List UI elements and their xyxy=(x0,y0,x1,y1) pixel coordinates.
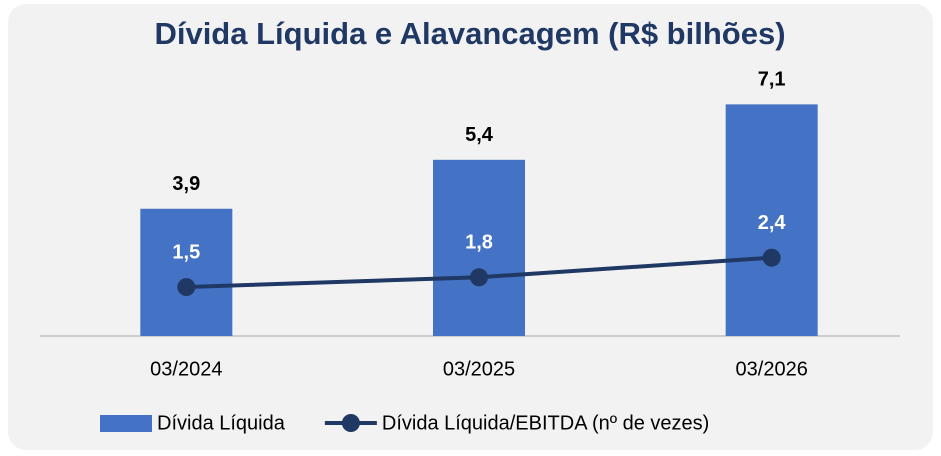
line-point xyxy=(470,268,488,287)
line-value-label: 2,4 xyxy=(758,212,787,234)
legend-swatch-point xyxy=(341,414,360,432)
bar xyxy=(140,208,233,336)
x-tick-label: 03/2024 xyxy=(150,358,222,380)
bar-value-label: 5,4 xyxy=(465,124,494,146)
legend-label: Dívida Líquida/EBITDA (nº de vezes) xyxy=(382,412,709,434)
line-value-label: 1,8 xyxy=(465,232,493,254)
line-value-label: 1,5 xyxy=(172,241,200,263)
line-point xyxy=(762,248,781,267)
bar-value-label: 3,9 xyxy=(172,173,200,195)
bar-value-label: 7,1 xyxy=(758,69,786,91)
x-tick-label: 03/2026 xyxy=(736,358,808,380)
x-tick-label: 03/2025 xyxy=(443,358,515,380)
chart-title: Dívida Líquida e Alavancagem (R$ bilhões… xyxy=(154,16,785,51)
legend-label: Dívida Líquida xyxy=(157,412,286,434)
legend-swatch xyxy=(100,415,152,432)
bar xyxy=(725,104,818,336)
bar xyxy=(433,159,525,336)
line-point xyxy=(177,278,196,297)
